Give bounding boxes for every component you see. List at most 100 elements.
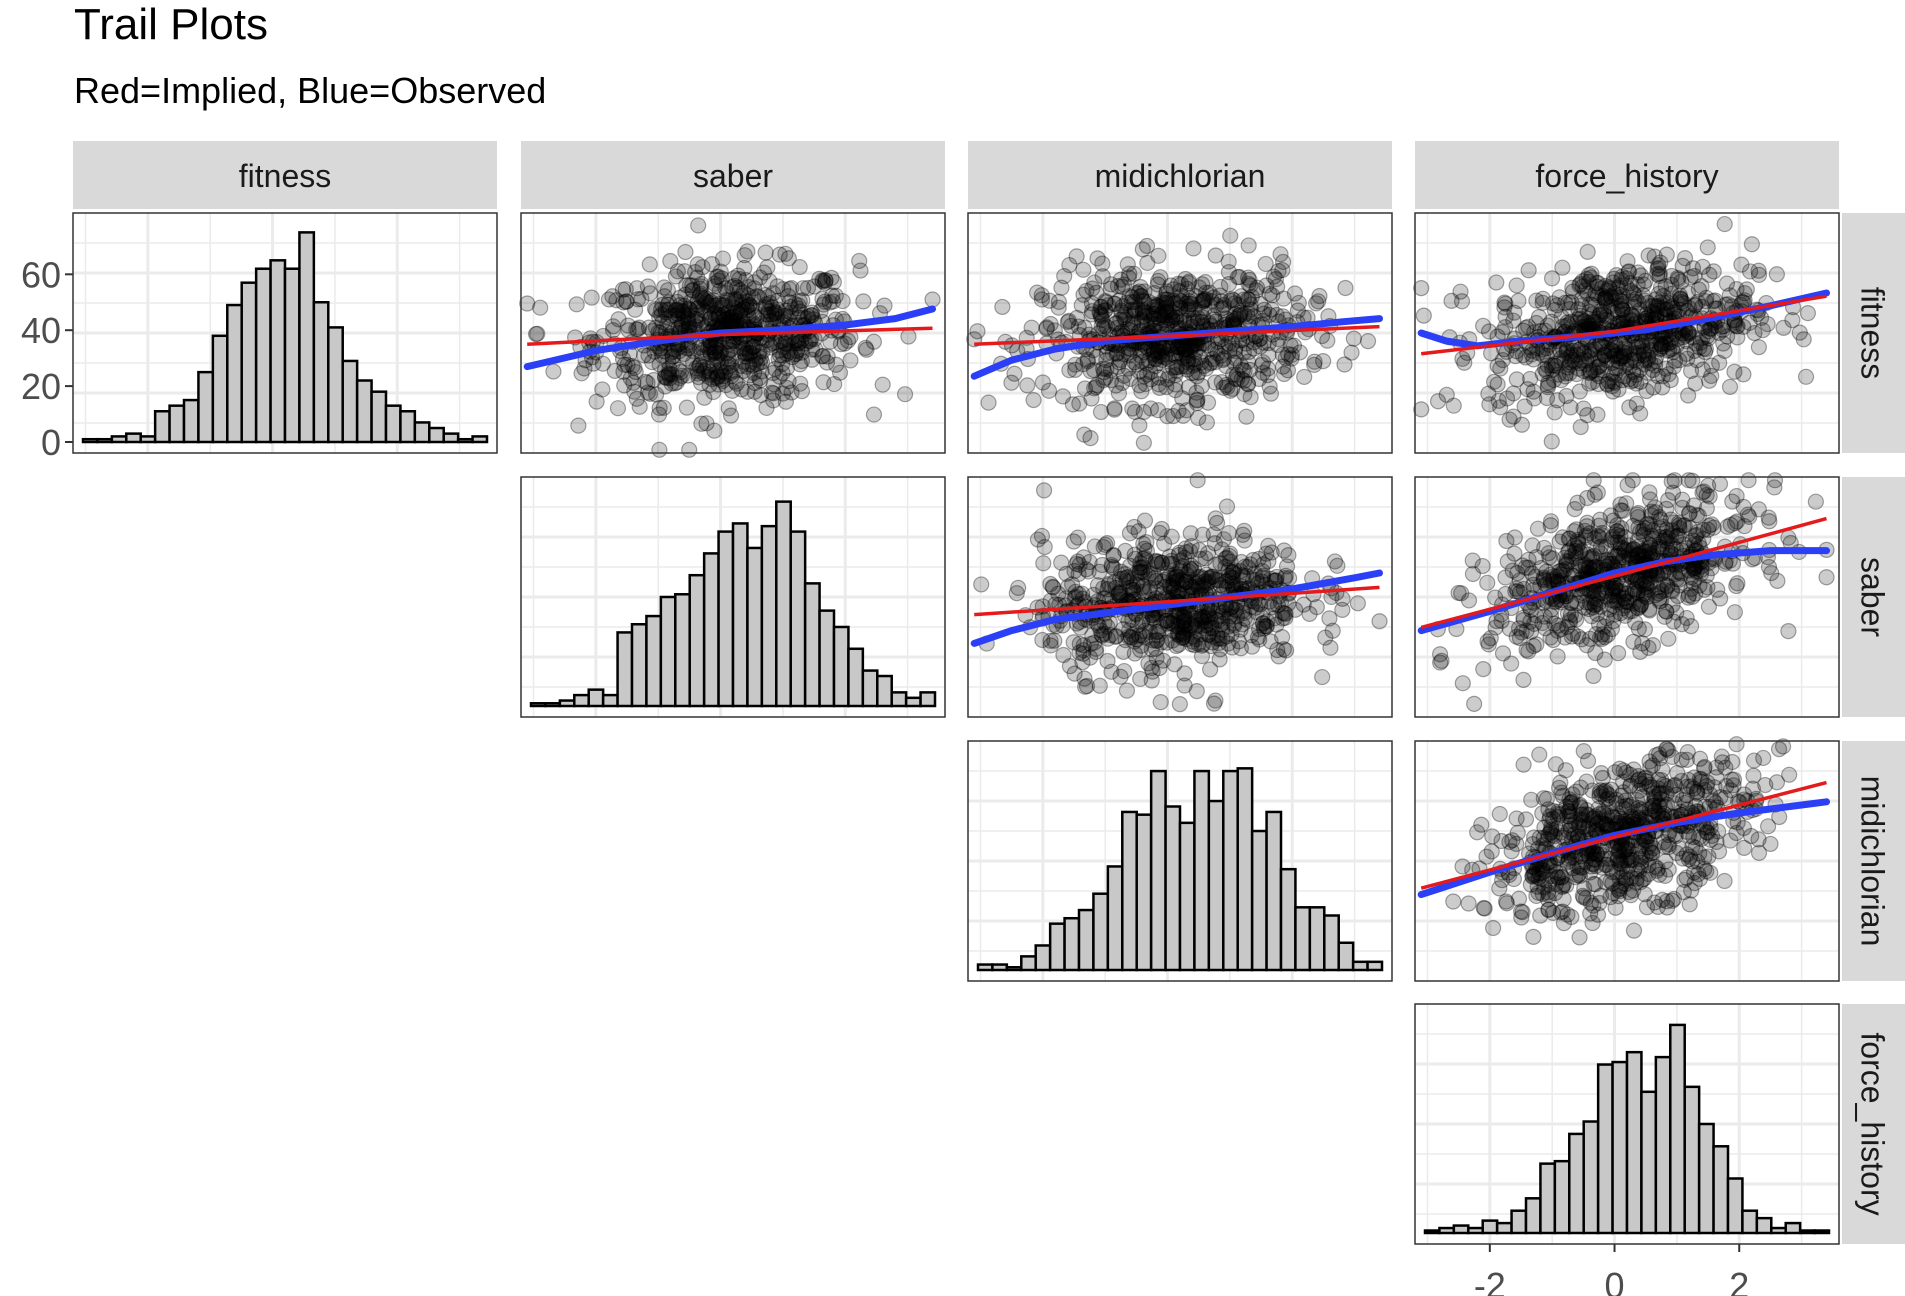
scatter-point <box>1193 354 1210 371</box>
scatter-point <box>1241 343 1258 361</box>
scatter-point <box>1055 646 1072 664</box>
scatter-point <box>1194 276 1211 293</box>
scatter-point <box>1488 274 1505 291</box>
scatter-panel-saber-midichlorian <box>967 472 1393 718</box>
scatter-point <box>1236 362 1253 380</box>
scatter-point <box>715 367 732 385</box>
scatter-point <box>1683 618 1700 635</box>
scatter-point <box>1563 351 1581 369</box>
scatter-point <box>1187 344 1204 361</box>
scatter-point <box>1618 270 1635 287</box>
scatter-point <box>1262 385 1280 402</box>
scatter-point <box>761 336 778 353</box>
scatter-point <box>677 286 694 303</box>
scatter-point <box>1219 378 1236 396</box>
scatter-point <box>663 307 680 325</box>
scatter-point <box>1617 529 1634 546</box>
scatter-point <box>733 287 750 304</box>
scatter-point <box>1252 295 1269 313</box>
scatter-point <box>1508 343 1525 360</box>
scatter-point <box>740 278 757 296</box>
scatter-point <box>1543 433 1560 450</box>
scatter-point <box>1544 904 1562 921</box>
scatter-point <box>1586 597 1604 614</box>
scatter-point <box>723 309 740 326</box>
scatter-point <box>1077 678 1094 695</box>
scatter-point <box>1114 297 1132 315</box>
hist-bar-midichlorian-1 <box>991 963 1009 972</box>
scatter-point <box>1173 293 1190 310</box>
hist-bar-fitness-18 <box>341 359 359 444</box>
hist-bar-fitness-24 <box>428 426 445 444</box>
scatter-point <box>637 373 654 390</box>
hist-bar-saber-15 <box>746 546 764 708</box>
scatter-point <box>753 353 771 371</box>
scatter-point <box>663 366 680 383</box>
scatter-point <box>661 370 678 387</box>
scatter-point <box>715 306 732 323</box>
scatter-point <box>739 301 756 319</box>
scatter-point <box>1130 285 1147 302</box>
scatter-point <box>789 334 807 352</box>
scatter-panel-fitness-force_history <box>1413 212 1840 454</box>
scatter-point <box>690 296 707 313</box>
scatter-point <box>793 352 810 370</box>
scatter-point <box>706 304 723 322</box>
hist-bar-midichlorian-16 <box>1207 799 1225 972</box>
scatter-point <box>1601 601 1618 618</box>
scatter-point <box>1750 339 1767 356</box>
scatter-point <box>750 289 768 306</box>
scatter-point <box>1053 279 1070 296</box>
scatter-point <box>1126 403 1144 421</box>
scatter-point <box>689 365 706 382</box>
scatter-point <box>1551 779 1568 796</box>
scatter-point <box>896 386 914 403</box>
hist-bar-midichlorian-8 <box>1092 892 1110 972</box>
scatter-point <box>1577 529 1595 546</box>
hist-bar-fitness-1 <box>96 437 114 444</box>
scatter-point <box>1152 269 1169 286</box>
scatter-point <box>1550 617 1567 634</box>
scatter-point <box>714 313 731 330</box>
scatter-point <box>751 370 768 387</box>
scatter-point <box>1534 294 1551 311</box>
scatter-point <box>1178 341 1195 358</box>
scatter-point <box>1276 365 1293 383</box>
scatter-point <box>675 308 693 325</box>
scatter-point <box>1136 293 1153 310</box>
hist-bar-midichlorian-7 <box>1077 908 1095 972</box>
scatter-point <box>1261 285 1278 302</box>
scatter-point <box>1225 310 1242 328</box>
scatter-point <box>708 338 725 355</box>
hist-bar-midichlorian-19 <box>1250 829 1268 972</box>
scatter-point <box>726 277 743 295</box>
scatter-point <box>1235 291 1253 308</box>
scatter-point <box>733 381 750 398</box>
scatter-point <box>865 406 883 423</box>
scatter-point <box>1242 277 1259 294</box>
scatter-point <box>1651 786 1668 803</box>
scatter-point <box>1181 273 1198 290</box>
scatter-point <box>1180 301 1198 318</box>
scatter-point <box>752 372 769 389</box>
scatter-point <box>604 288 621 305</box>
scatter-point <box>631 319 648 336</box>
hist-bar-midichlorian-27 <box>1366 960 1384 972</box>
scatter-point <box>743 299 760 316</box>
scatter-point <box>1121 265 1138 282</box>
scatter-point <box>742 344 759 361</box>
scatter-point <box>1156 311 1174 328</box>
hist-bar-force_history-0 <box>1423 1229 1441 1235</box>
scatter-point <box>532 299 549 316</box>
scatter-point <box>680 314 697 331</box>
hist-bar-fitness-27 <box>471 435 489 444</box>
scatter-point <box>828 356 845 373</box>
scatter-point <box>1146 316 1163 333</box>
scatter-point <box>639 384 656 401</box>
hist-bar-force_history-23 <box>1755 1216 1773 1235</box>
scatter-point <box>1187 288 1205 305</box>
scatter-point <box>702 293 719 310</box>
hist-bar-saber-26 <box>904 696 922 708</box>
hist-bar-force_history-1 <box>1438 1226 1456 1235</box>
scatter-point <box>717 310 734 328</box>
